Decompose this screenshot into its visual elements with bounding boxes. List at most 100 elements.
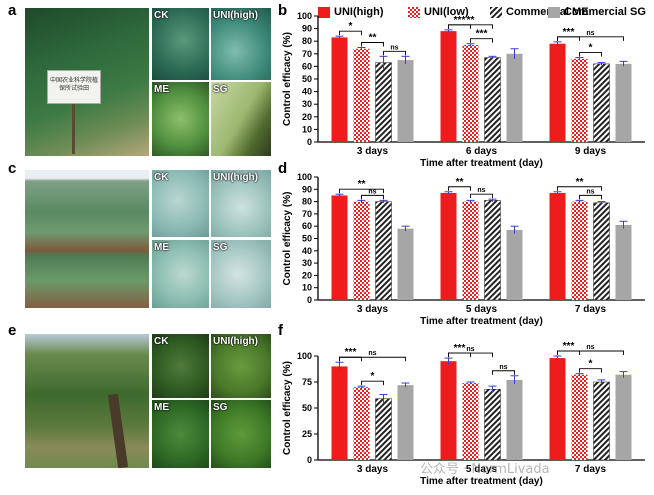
bar-b-s1-c2 bbox=[571, 58, 588, 143]
legend-swatch-uni-high bbox=[318, 6, 330, 18]
photo-label-uni-high: UNI(high) bbox=[213, 10, 258, 21]
leaf-photo-uni-high bbox=[211, 8, 271, 80]
legend-label-uni-low: UNI(low) bbox=[424, 6, 469, 18]
bar-b-s1-c0 bbox=[353, 48, 370, 143]
y-tick-label-d-90: 90 bbox=[302, 184, 312, 194]
bar-f-s0-c2 bbox=[549, 358, 566, 460]
sig-bracket-f-2 bbox=[361, 380, 384, 386]
legend-item-commercial-sg-visible: Commercial SG bbox=[548, 4, 646, 20]
sig-label-b-8: * bbox=[589, 43, 593, 54]
x-tick-label-d-0: 3 days bbox=[357, 304, 389, 315]
bar-f-s1-c2 bbox=[571, 374, 588, 460]
sig-bracket-b-7 bbox=[557, 36, 624, 41]
bar-f-s0-c0 bbox=[331, 366, 348, 460]
leaf-photo-me-e bbox=[152, 400, 209, 468]
leaf-photo-sg-e bbox=[211, 400, 271, 468]
panel-letter-e: e bbox=[8, 322, 17, 339]
photo-label-sg-c: SG bbox=[213, 242, 228, 253]
photo-label-ck: CK bbox=[154, 10, 169, 21]
y-tick-label-b-60: 60 bbox=[302, 61, 312, 71]
sig-bracket-d-3 bbox=[470, 193, 493, 199]
bar-b-s0-c2 bbox=[549, 43, 566, 142]
bar-f-s3-c1 bbox=[506, 379, 523, 460]
y-tick-label-f-50: 50 bbox=[302, 403, 312, 413]
y-tick-label-b-90: 90 bbox=[302, 24, 312, 34]
y-axis-label-d: Control efficacy (%) bbox=[282, 192, 293, 286]
x-tick-label-f-2: 7 days bbox=[575, 464, 607, 475]
legend-swatch-commercial-me bbox=[490, 6, 502, 18]
bar-b-s2-c2 bbox=[593, 63, 610, 143]
bar-b-s3-c1 bbox=[506, 53, 523, 142]
bar-d-s1-c2 bbox=[571, 201, 588, 300]
leaf-photo-ck bbox=[152, 8, 209, 80]
y-tick-label-d-30: 30 bbox=[302, 258, 312, 268]
bar-d-s2-c0 bbox=[375, 201, 392, 301]
sig-bracket-f-7 bbox=[557, 350, 624, 355]
photo-label-uni-high-c: UNI(high) bbox=[213, 172, 258, 183]
y-tick-label-b-30: 30 bbox=[302, 99, 312, 109]
bar-d-s3-c2 bbox=[615, 224, 632, 300]
y-tick-label-d-0: 0 bbox=[307, 295, 312, 305]
y-tick-label-d-20: 20 bbox=[302, 270, 312, 280]
y-tick-label-b-40: 40 bbox=[302, 87, 312, 97]
leaf-photo-me bbox=[152, 82, 209, 156]
bar-b-s3-c2 bbox=[615, 63, 632, 142]
panel-letter-f: f bbox=[278, 322, 283, 339]
x-tick-label-b-1: 6 days bbox=[466, 146, 498, 157]
bar-b-s2-c0 bbox=[375, 62, 392, 143]
y-axis-label-f: Control efficacy (%) bbox=[282, 361, 293, 455]
chart-legend: UNI(high) UNI(low) Commercial ME bbox=[318, 4, 654, 20]
y-tick-label-b-70: 70 bbox=[302, 49, 312, 59]
legend-label-uni-high: UNI(high) bbox=[334, 6, 384, 18]
y-tick-label-f-100: 100 bbox=[297, 351, 312, 361]
field-photo-tree bbox=[25, 334, 149, 468]
sig-bracket-b-0 bbox=[339, 30, 362, 36]
field-photo-rapeseed bbox=[25, 170, 149, 308]
panel-letter-b: b bbox=[278, 2, 288, 19]
leaf-photo-ck-c bbox=[152, 170, 209, 237]
sig-label-b-6: *** bbox=[563, 27, 575, 38]
sig-bracket-f-8 bbox=[579, 368, 602, 373]
x-tick-label-f-1: 5 days bbox=[466, 464, 498, 475]
x-axis-label-f: Time after treatment (day) bbox=[420, 476, 543, 487]
bar-f-s1-c1 bbox=[462, 383, 479, 460]
x-axis-label-d: Time after treatment (day) bbox=[420, 316, 543, 327]
y-axis-label-b: Control efficacy (%) bbox=[282, 32, 293, 126]
watermark: 公众号 · NormLivada bbox=[420, 462, 550, 477]
sig-bracket-d-4 bbox=[557, 186, 602, 191]
photo-label-me-c: ME bbox=[154, 242, 169, 253]
y-tick-label-d-70: 70 bbox=[302, 209, 312, 219]
y-tick-label-b-50: 50 bbox=[302, 74, 312, 84]
photo-label-me: ME bbox=[154, 84, 169, 95]
leaf-photo-sg bbox=[211, 82, 271, 156]
legend-item-uni-high: UNI(high) bbox=[318, 4, 383, 20]
photo-label-me-e: ME bbox=[154, 402, 169, 413]
sig-bracket-b-1 bbox=[361, 42, 384, 47]
sig-label-d-4: ** bbox=[576, 177, 584, 188]
sig-bracket-b-5 bbox=[470, 38, 493, 43]
legend-swatch-uni-low bbox=[408, 6, 420, 18]
bar-d-s0-c1 bbox=[440, 192, 457, 300]
bar-b-s3-c0 bbox=[397, 60, 414, 142]
sig-label-f-8: * bbox=[589, 359, 593, 370]
photo-label-sg-e: SG bbox=[213, 402, 228, 413]
field-photo-cabbage: 中国农业科学院植保所试验田 bbox=[25, 8, 149, 156]
bar-d-s1-c1 bbox=[462, 201, 479, 300]
x-tick-label-f-0: 3 days bbox=[357, 464, 389, 475]
sig-bracket-f-4 bbox=[448, 352, 493, 358]
chart-b: 0 10 20 30 40 50 60 70 80 90 100 Control efficacy (… bbox=[282, 11, 645, 169]
bar-d-s2-c2 bbox=[593, 202, 610, 301]
sig-bracket-f-5 bbox=[492, 370, 515, 375]
bar-f-s0-c1 bbox=[440, 361, 457, 460]
panel-letter-c: c bbox=[8, 160, 17, 177]
x-tick-label-d-1: 5 days bbox=[466, 304, 498, 315]
bar-b-s0-c1 bbox=[440, 31, 457, 142]
photo-label-ck-c: CK bbox=[154, 172, 169, 183]
sig-bracket-b-2 bbox=[383, 50, 406, 56]
sig-label-b-3: *** bbox=[454, 15, 466, 26]
y-tick-label-d-100: 100 bbox=[297, 172, 312, 182]
y-tick-label-d-40: 40 bbox=[302, 246, 312, 256]
sig-label-d-2: ** bbox=[456, 177, 464, 188]
sig-label-b-2: ns bbox=[390, 44, 398, 51]
bar-b-s2-c1 bbox=[484, 57, 501, 143]
